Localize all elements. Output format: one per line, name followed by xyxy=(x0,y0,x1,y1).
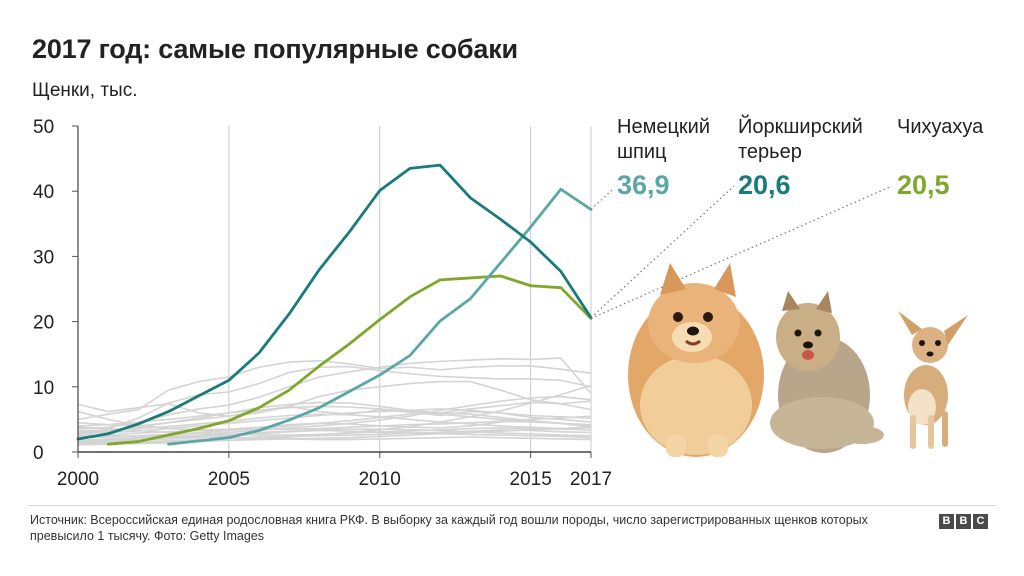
highlighted-breed-lines xyxy=(76,163,593,446)
footer-divider xyxy=(28,505,996,506)
leader-line-yorkie xyxy=(590,185,735,319)
legend-value-yorkie: 20,6 xyxy=(738,170,791,200)
background-series-line-16 xyxy=(77,413,592,432)
legend-name-spitz-line2: шпиц xyxy=(617,141,667,163)
y-axis-unit-label: Щенки, тыс. xyxy=(32,80,138,101)
background-series-line-2 xyxy=(77,359,592,421)
background-series-line-18 xyxy=(77,405,592,427)
leader-line-chihuahua xyxy=(590,185,893,319)
legend-value-chihuahua: 20,5 xyxy=(897,170,950,200)
y-tick-label-0: 0 xyxy=(33,443,44,464)
x-tick-label-2017: 2017 xyxy=(570,469,612,490)
legend-name-yorkie-line2: терьер xyxy=(738,141,802,163)
y-tick-label-30: 30 xyxy=(33,247,54,268)
leader-line-spitz xyxy=(590,189,613,210)
background-series-line-15 xyxy=(77,436,592,443)
source-note: Источник: Всероссийская единая родословн… xyxy=(30,513,868,543)
bbc-logo: B B C xyxy=(939,514,988,529)
bbc-logo-letter-1: B xyxy=(939,514,954,529)
series-line-yorkie xyxy=(76,163,593,441)
x-tick-label-2015: 2015 xyxy=(510,469,552,490)
x-tick-label-2005: 2005 xyxy=(208,469,250,490)
legend-name-spitz-line1: Немецкий xyxy=(617,116,710,138)
bbc-logo-letter-3: C xyxy=(973,514,988,529)
dog-photos xyxy=(628,263,968,457)
bbc-logo-letter-2: B xyxy=(956,514,971,529)
x-tick-label-2010: 2010 xyxy=(359,469,401,490)
series-line-chihuahua xyxy=(106,274,593,446)
legend-name-chihuahua: Чихуахуа xyxy=(897,116,984,138)
chihuahua-illustration xyxy=(898,311,968,449)
background-series-line-11 xyxy=(77,429,592,444)
series-line-spitz xyxy=(167,187,593,446)
legend-value-spitz: 36,9 xyxy=(617,170,670,200)
legend-name-yorkie-line1: Йоркширский xyxy=(738,116,863,138)
background-series-line-6 xyxy=(77,401,592,427)
legend-item-spitz: Немецкий шпиц xyxy=(617,115,710,165)
legend-item-chihuahua: Чихуахуа xyxy=(897,115,983,140)
y-tick-label-50: 50 xyxy=(33,117,54,138)
y-tick-label-40: 40 xyxy=(33,182,54,203)
y-tick-label-20: 20 xyxy=(33,313,54,334)
background-series-line-17 xyxy=(77,426,592,445)
y-tick-label-10: 10 xyxy=(33,378,54,399)
background-series-line-14 xyxy=(77,395,592,439)
yorkshire-terrier-illustration xyxy=(770,291,884,453)
pomeranian-illustration xyxy=(628,263,764,457)
legend-item-yorkie: Йоркширский терьер xyxy=(738,115,863,165)
chart-title: 2017 год: самые популярные собаки xyxy=(32,34,518,64)
leader-lines xyxy=(590,185,893,319)
chart-axes: 0 10 20 30 40 50 2000 2005 2010 2015 2017 xyxy=(33,117,612,490)
background-series-line-3 xyxy=(77,365,592,440)
background-breed-lines xyxy=(77,357,592,446)
background-series-line-4 xyxy=(77,357,592,430)
background-series-line-19 xyxy=(77,384,592,446)
x-tick-label-2000: 2000 xyxy=(57,469,99,490)
